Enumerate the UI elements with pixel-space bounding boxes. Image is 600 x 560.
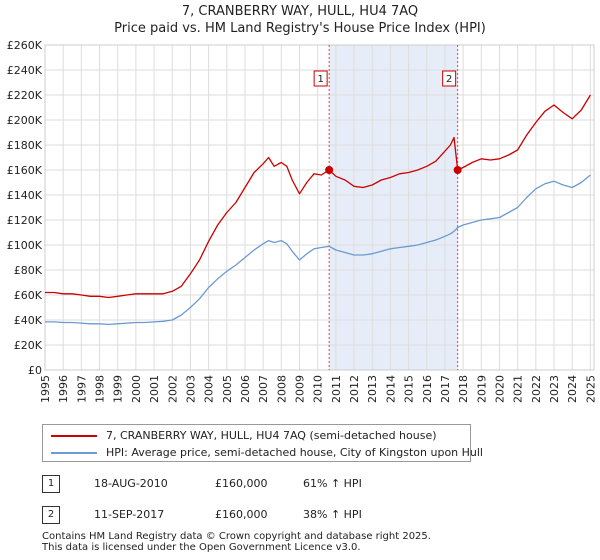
x-tick-label: 1997 [75, 375, 88, 403]
annotation-marker: 2 [42, 506, 60, 524]
y-tick-label: £100K [7, 239, 43, 252]
sale-marker-box [442, 70, 457, 87]
chart-title-block: 7, CRANBERRY WAY, HULL, HU4 7AQ Price pa… [0, 3, 600, 37]
footer-copyright: Contains HM Land Registry data © Crown c… [42, 531, 431, 542]
x-tick-label: 2023 [548, 375, 561, 403]
legend-swatch-hpi [51, 452, 97, 454]
x-tick-label: 2021 [512, 375, 525, 403]
legend-label-property: 7, CRANBERRY WAY, HULL, HU4 7AQ (semi-de… [106, 429, 437, 442]
chart-title: 7, CRANBERRY WAY, HULL, HU4 7AQ [181, 4, 419, 19]
y-tick-label: £160K [7, 164, 43, 177]
legend-label-hpi: HPI: Average price, semi-detached house,… [106, 446, 483, 459]
x-tick-label: 2020 [493, 375, 506, 403]
x-tick-label: 2012 [348, 375, 361, 403]
x-tick-label: 1999 [112, 375, 125, 403]
x-tick-label: 1996 [57, 375, 70, 403]
x-tick-label: 2001 [148, 375, 161, 403]
hpi-series-line [45, 174, 591, 326]
x-tick-label: 2019 [475, 375, 488, 403]
x-tick-label: 2006 [239, 375, 252, 403]
sale-period-shading [329, 45, 458, 370]
x-tick-label: 2004 [203, 375, 216, 403]
x-tick-label: 1998 [94, 375, 107, 403]
sale-marker-box [313, 70, 328, 87]
y-tick-label: £200K [7, 114, 43, 127]
sale-point [453, 166, 462, 174]
y-tick-label: £240K [7, 64, 43, 77]
x-tick-label: 2008 [275, 375, 288, 403]
footer: Contains HM Land Registry data © Crown c… [42, 531, 431, 553]
y-tick-label: £220K [7, 89, 43, 102]
y-tick-label: £0 [28, 364, 42, 377]
y-tick-label: £180K [7, 139, 43, 152]
x-tick-label: 2022 [530, 375, 543, 403]
chart-subtitle: Price paid vs. HM Land Registry's House … [114, 21, 486, 36]
legend: 7, CRANBERRY WAY, HULL, HU4 7AQ (semi-de… [42, 424, 483, 462]
x-tick-label: 2010 [312, 375, 325, 403]
price-chart: £0 £20K £40K £60K £80K £100K £120K £140K £160K £1… [7, 39, 598, 403]
y-tick-label: £120K [7, 214, 43, 227]
x-tick-label: 2016 [421, 375, 434, 403]
x-tick-label: 2002 [166, 375, 179, 403]
x-tick-label: 2025 [584, 375, 597, 403]
property-series-line [45, 94, 591, 299]
annotation-marker: 1 [42, 475, 60, 493]
x-tick-label: 2007 [257, 375, 270, 403]
x-tick-label: 2003 [184, 375, 197, 403]
plot-area [45, 45, 594, 370]
sale-marker-label: 2 [446, 74, 452, 85]
y-tick-label: £60K [14, 289, 43, 302]
x-tick-label: 2018 [457, 375, 470, 403]
sale-point [325, 166, 334, 174]
y-tick-label: £140K [7, 189, 43, 202]
x-tick-label: 2009 [294, 375, 307, 403]
x-tick-label: 1995 [39, 375, 52, 403]
y-tick-label: £40K [14, 314, 43, 327]
x-tick-label: 2024 [566, 375, 579, 403]
sale-marker-label: 1 [317, 74, 323, 85]
annotation-price: £160,000 [215, 477, 268, 490]
footer-licence: This data is licensed under the Open Gov… [42, 542, 361, 553]
legend-swatch-property [51, 435, 97, 437]
y-tick-label: £80K [14, 264, 43, 277]
y-tick-label: £20K [14, 339, 43, 352]
annotation-hpi-change: 61% ↑ HPI [303, 477, 362, 490]
x-tick-label: 2015 [403, 375, 416, 403]
y-tick-label: £260K [7, 39, 43, 52]
x-tick-label: 2017 [439, 375, 452, 403]
x-tick-label: 2014 [384, 375, 397, 403]
annotation-hpi-change: 38% ↑ HPI [303, 508, 362, 521]
x-tick-label: 2011 [330, 375, 343, 403]
annotation-price: £160,000 [215, 508, 268, 521]
x-tick-label: 2013 [366, 375, 379, 403]
annotation-date: 18-AUG-2010 [94, 477, 168, 490]
x-tick-label: 2005 [221, 375, 234, 403]
annotation-date: 11-SEP-2017 [94, 508, 165, 521]
plot-frame [44, 44, 595, 371]
x-tick-label: 2000 [130, 375, 143, 403]
